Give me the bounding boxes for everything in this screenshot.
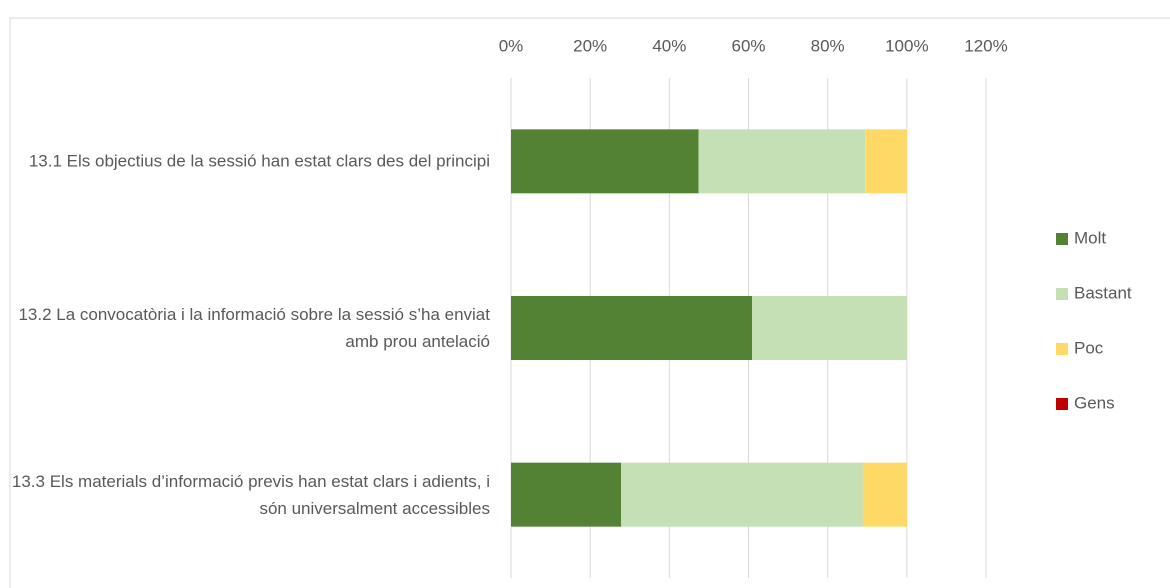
x-tick-label: 40% [652, 36, 686, 55]
legend-label: Molt [1074, 228, 1106, 247]
x-tick-label: 120% [964, 36, 1007, 55]
bar-segment [862, 462, 907, 527]
x-tick-label: 80% [811, 36, 845, 55]
bar-segment [511, 296, 753, 360]
bar-segment [698, 129, 866, 194]
bar-segment [511, 462, 622, 527]
legend-swatch [1056, 343, 1068, 355]
x-tick-label: 100% [885, 36, 928, 55]
y-tick-label: 13.1 Els objectius de la sessió han esta… [28, 151, 490, 171]
y-tick-label: 13.3 Els materials d’informació previs h… [11, 471, 490, 518]
bar-segment [752, 296, 907, 360]
x-tick-label: 60% [731, 36, 765, 55]
bar-segment [511, 129, 699, 194]
bar-segment [621, 462, 863, 527]
legend-label: Poc [1074, 338, 1104, 357]
y-tick-label: 13.2 La convocatòria i la informació sob… [18, 305, 490, 351]
x-tick-label: 20% [573, 36, 607, 55]
legend-swatch [1056, 233, 1068, 245]
legend-swatch [1056, 288, 1068, 300]
legend-label: Gens [1074, 393, 1115, 412]
legend-swatch [1056, 398, 1068, 410]
legend-label: Bastant [1074, 283, 1132, 302]
x-tick-label: 0% [499, 36, 524, 55]
chart-border [9, 17, 1170, 588]
bar-segment [865, 129, 907, 194]
